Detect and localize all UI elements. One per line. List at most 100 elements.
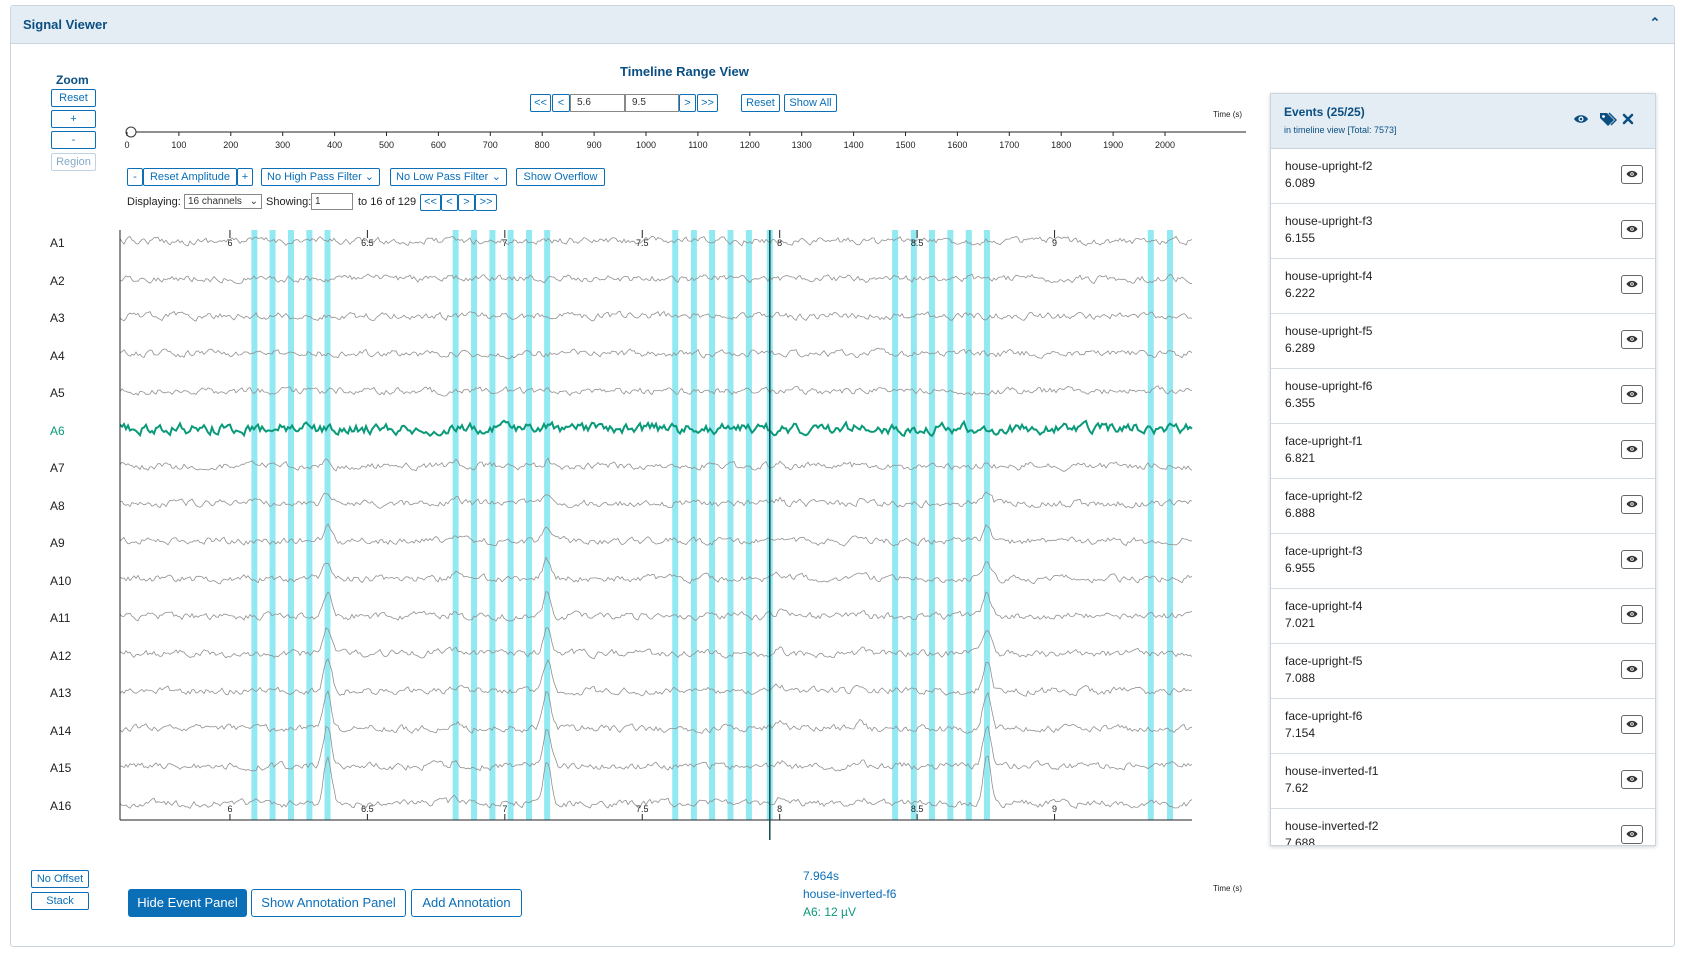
event-band[interactable] xyxy=(965,230,972,820)
signal-trace[interactable] xyxy=(119,385,1193,397)
amplitude-increase-button[interactable]: + xyxy=(237,168,253,186)
event-band[interactable] xyxy=(947,230,954,820)
event-band[interactable] xyxy=(983,230,990,820)
channel-label[interactable]: A12 xyxy=(50,648,72,663)
event-band[interactable] xyxy=(526,230,533,820)
signal-trace[interactable] xyxy=(119,491,1193,509)
timeline-axis[interactable]: 0 100 200 300 400 500 600 700 800 900 1000 1100 1200… xyxy=(118,118,1250,150)
reset-amplitude-button[interactable]: Reset Amplitude xyxy=(143,168,237,186)
event-item[interactable]: face-upright-f3 6.955 xyxy=(1271,534,1655,589)
channel-label[interactable]: A15 xyxy=(50,761,72,775)
range-last-button[interactable]: >> xyxy=(697,94,718,112)
chevron-up-icon[interactable]: ⌃ xyxy=(1649,15,1661,30)
signal-trace[interactable] xyxy=(119,419,1193,438)
eye-icon[interactable] xyxy=(1621,825,1643,844)
range-next-button[interactable]: > xyxy=(679,94,696,112)
channel-label[interactable]: A3 xyxy=(50,311,65,325)
signal-trace[interactable] xyxy=(119,690,1193,734)
event-band[interactable] xyxy=(269,230,276,820)
no-offset-button[interactable]: No Offset xyxy=(31,870,89,888)
eye-icon[interactable] xyxy=(1621,495,1643,514)
signal-trace[interactable] xyxy=(119,310,1193,322)
event-item[interactable]: face-upright-f4 7.021 xyxy=(1271,589,1655,644)
range-first-button[interactable]: << xyxy=(530,94,551,112)
channel-label[interactable]: A1 xyxy=(50,236,65,250)
signal-trace[interactable] xyxy=(119,725,1193,772)
channel-label[interactable]: A9 xyxy=(50,536,65,550)
event-band[interactable] xyxy=(507,230,514,820)
event-item[interactable]: house-inverted-f2 7.688 xyxy=(1271,809,1655,845)
low-pass-filter-select[interactable]: No Low Pass Filter ⌄ xyxy=(390,168,507,186)
range-end-input[interactable]: 9.5 xyxy=(625,94,679,112)
event-item[interactable]: house-upright-f2 6.089 xyxy=(1271,149,1655,204)
timeline-slider-handle[interactable] xyxy=(125,126,137,138)
event-band[interactable] xyxy=(672,230,679,820)
channel-label[interactable]: A5 xyxy=(50,386,65,400)
eye-icon[interactable] xyxy=(1621,385,1643,404)
channel-label[interactable]: A14 xyxy=(50,723,72,738)
close-icon[interactable] xyxy=(1621,112,1639,128)
range-prev-button[interactable]: < xyxy=(552,94,570,112)
show-annotation-panel-button[interactable]: Show Annotation Panel xyxy=(251,889,406,917)
channels-select[interactable]: 16 channels ⌄ xyxy=(184,194,262,209)
eye-icon[interactable] xyxy=(1621,715,1643,734)
channel-label[interactable]: A6 xyxy=(50,423,65,438)
channel-label[interactable]: A4 xyxy=(50,348,65,363)
event-band[interactable] xyxy=(1167,230,1174,820)
eye-icon[interactable] xyxy=(1573,112,1591,128)
eye-icon[interactable] xyxy=(1621,275,1643,294)
signal-trace[interactable] xyxy=(119,235,1193,247)
event-item[interactable]: house-upright-f3 6.155 xyxy=(1271,204,1655,259)
channel-label[interactable]: A7 xyxy=(50,461,65,475)
event-band[interactable] xyxy=(709,230,716,820)
signal-trace[interactable] xyxy=(119,457,1193,472)
show-overflow-button[interactable]: Show Overflow xyxy=(516,168,605,186)
signal-trace[interactable] xyxy=(119,273,1193,285)
event-band[interactable] xyxy=(690,230,697,820)
range-reset-button[interactable]: Reset xyxy=(741,94,780,112)
event-item[interactable]: face-upright-f2 6.888 xyxy=(1271,479,1655,534)
event-item[interactable]: face-upright-f1 6.821 xyxy=(1271,424,1655,479)
event-band[interactable] xyxy=(452,230,459,820)
signal-trace[interactable] xyxy=(119,591,1193,622)
event-band[interactable] xyxy=(910,230,917,820)
eye-icon[interactable] xyxy=(1621,660,1643,679)
event-item[interactable]: face-upright-f5 7.088 xyxy=(1271,644,1655,699)
event-band[interactable] xyxy=(727,230,734,820)
channel-label[interactable]: A8 xyxy=(50,498,65,513)
eye-icon[interactable] xyxy=(1621,550,1643,569)
eye-icon[interactable] xyxy=(1621,165,1643,184)
zoom-reset-button[interactable]: Reset xyxy=(51,89,96,107)
page-prev-button[interactable]: < xyxy=(441,194,458,211)
event-band[interactable] xyxy=(489,230,496,820)
channel-label[interactable]: A16 xyxy=(50,798,72,813)
event-item[interactable]: house-inverted-f1 7.62 xyxy=(1271,754,1655,809)
zoom-region-button[interactable]: Region xyxy=(51,153,96,171)
event-band[interactable] xyxy=(892,230,899,820)
eye-icon[interactable] xyxy=(1621,605,1643,624)
channel-label[interactable]: A13 xyxy=(50,686,72,700)
event-band[interactable] xyxy=(306,230,313,820)
event-item[interactable]: face-upright-f6 7.154 xyxy=(1271,699,1655,754)
amplitude-decrease-button[interactable]: - xyxy=(127,168,143,186)
zoom-out-button[interactable]: - xyxy=(51,131,96,149)
event-band[interactable] xyxy=(251,230,258,820)
event-band[interactable] xyxy=(287,230,294,820)
eye-icon[interactable] xyxy=(1621,770,1643,789)
signal-trace[interactable] xyxy=(119,658,1193,697)
zoom-in-button[interactable]: + xyxy=(51,110,96,128)
event-band[interactable] xyxy=(544,230,551,820)
channel-label[interactable]: A2 xyxy=(50,273,65,288)
signal-trace[interactable] xyxy=(119,556,1193,585)
signal-trace[interactable] xyxy=(119,627,1193,660)
showing-input[interactable]: 1 xyxy=(311,193,353,210)
event-band[interactable] xyxy=(928,230,935,820)
page-first-button[interactable]: << xyxy=(420,194,441,211)
signal-trace[interactable] xyxy=(119,755,1193,810)
range-start-input[interactable]: 5.6 xyxy=(570,94,625,112)
high-pass-filter-select[interactable]: No High Pass Filter ⌄ xyxy=(261,168,380,186)
event-band[interactable] xyxy=(745,230,752,820)
signal-trace[interactable] xyxy=(119,347,1193,360)
add-annotation-button[interactable]: Add Annotation xyxy=(411,889,522,917)
signal-plot[interactable]: 6 6 6.5 6.5 7 7 7.5 7.5 8 8 8.5 8.5 9 9 xyxy=(118,230,1252,864)
